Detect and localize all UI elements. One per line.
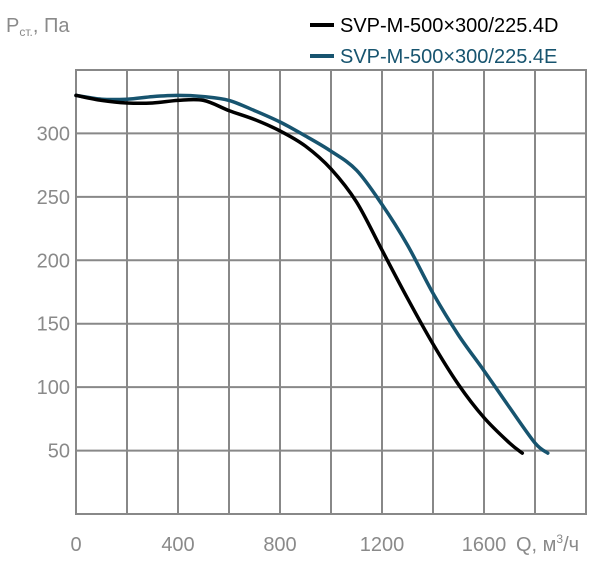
x-axis-title-sup: 3 [556, 532, 563, 546]
y-axis-title-rest: , Па [33, 15, 70, 37]
x-tick-label: 1600 [462, 534, 507, 556]
y-tick-label: 50 [48, 441, 70, 463]
x-tick-label: 0 [70, 534, 81, 556]
grid [75, 69, 587, 515]
x-axis-title-main: Q, м [516, 534, 556, 556]
y-axis-title-sub: ст. [19, 25, 33, 39]
y-tick-label: 300 [37, 123, 70, 145]
legend-label-e: SVP-M-500×300/225.4E [340, 46, 557, 68]
series-line-e [74, 93, 550, 455]
x-axis-title: Q, м3/ч [516, 532, 579, 556]
legend: SVP-M-500×300/225.4D SVP-M-500×300/225.4… [310, 15, 558, 68]
x-tick-label: 1200 [360, 534, 405, 556]
curves [74, 93, 550, 455]
y-tick-label: 100 [37, 377, 70, 399]
y-tick-label: 250 [37, 187, 70, 209]
x-tick-label: 400 [161, 534, 194, 556]
legend-label-d: SVP-M-500×300/225.4D [340, 15, 558, 37]
series-line-d [74, 93, 525, 455]
y-tick-label: 150 [37, 314, 70, 336]
tick-labels: 0 400 800 1200 1600 50 100 150 200 250 300 [37, 123, 507, 556]
y-axis-title-main: P [6, 15, 19, 37]
x-tick-label: 800 [263, 534, 296, 556]
y-tick-label: 200 [37, 250, 70, 272]
x-axis-title-rest: /ч [563, 534, 579, 556]
y-axis-title: Pст., Па [6, 15, 70, 39]
